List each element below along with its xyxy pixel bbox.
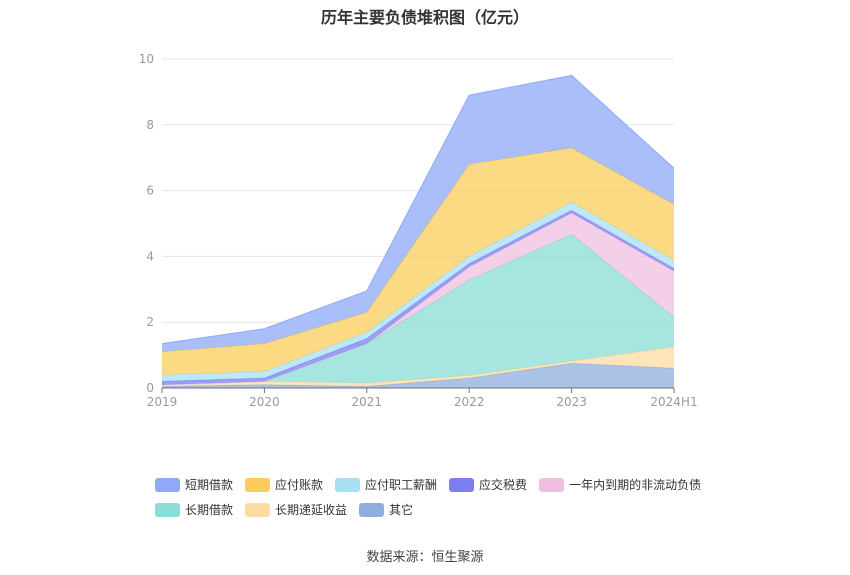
legend-label: 应付账款 <box>275 478 324 492</box>
area-其它 <box>162 363 674 388</box>
legend-swatch <box>335 477 361 492</box>
y-tick-label: 10 <box>139 52 154 66</box>
legend-swatch <box>359 502 385 517</box>
x-tick-label: 2021 <box>352 395 383 409</box>
area-长期借款 <box>162 234 674 385</box>
area-series <box>161 74 675 388</box>
legend-label: 短期借款 <box>185 478 234 492</box>
legend-swatch <box>449 477 475 492</box>
legend-item-long-term-loans[interactable]: 长期借款 <box>155 501 233 518</box>
y-tick-label: 0 <box>146 381 154 395</box>
legend-label: 应付职工薪酬 <box>365 478 438 492</box>
y-tick-label: 6 <box>146 184 154 198</box>
y-tick-label: 4 <box>146 249 154 263</box>
legend-label: 长期借款 <box>185 503 234 517</box>
legend-label: 应交税费 <box>479 478 528 492</box>
y-tick-label: 8 <box>146 118 154 132</box>
legend-label: 长期递延收益 <box>275 503 348 517</box>
x-tick-label: 2022 <box>454 395 485 409</box>
legend-swatch <box>245 477 271 492</box>
x-tick-label: 2020 <box>249 395 280 409</box>
legend-item-employee-payroll[interactable]: 应付职工薪酬 <box>335 476 437 493</box>
legend-label: 一年内到期的非流动负债 <box>569 478 702 492</box>
y-tick-label: 2 <box>146 315 154 329</box>
x-tick-label: 2024H1 <box>650 395 697 409</box>
legend-swatch <box>155 502 180 517</box>
area-短期借款 <box>162 75 674 352</box>
data-source: 数据来源：恒生聚源 <box>366 550 484 565</box>
legend-row-1: 短期借款 应付账款 应付职工薪酬 应交税费 一年内到期的非流动负债 <box>155 472 715 497</box>
area-edge-短期借款 <box>161 74 675 345</box>
legend-swatch <box>155 477 180 492</box>
legend-item-other[interactable]: 其它 <box>359 501 413 518</box>
legend-item-taxes-payable[interactable]: 应交税费 <box>449 476 527 493</box>
legend-row-2: 长期借款 长期递延收益 其它 <box>155 497 715 522</box>
legend-item-current-portion-noncurrent[interactable]: 一年内到期的非流动负债 <box>539 476 701 493</box>
legend: 短期借款 应付账款 应付职工薪酬 应交税费 一年内到期的非流动负债 长期借款 长… <box>155 472 715 522</box>
x-tick-label: 2019 <box>147 395 178 409</box>
axes: 0 2 4 6 8 10 2019 2020 2021 2022 2023 2024H1 <box>139 52 698 409</box>
x-tick-label: 2023 <box>556 395 587 409</box>
legend-swatch <box>245 502 271 517</box>
chart-title: 历年主要负债堆积图（亿元） <box>320 8 529 27</box>
area-应付账款 <box>162 147 674 375</box>
legend-item-accounts-payable[interactable]: 应付账款 <box>245 476 323 493</box>
legend-label: 其它 <box>389 503 414 517</box>
legend-item-short-term-loans[interactable]: 短期借款 <box>155 476 233 493</box>
legend-swatch <box>539 477 565 492</box>
legend-item-deferred-income[interactable]: 长期递延收益 <box>245 501 347 518</box>
